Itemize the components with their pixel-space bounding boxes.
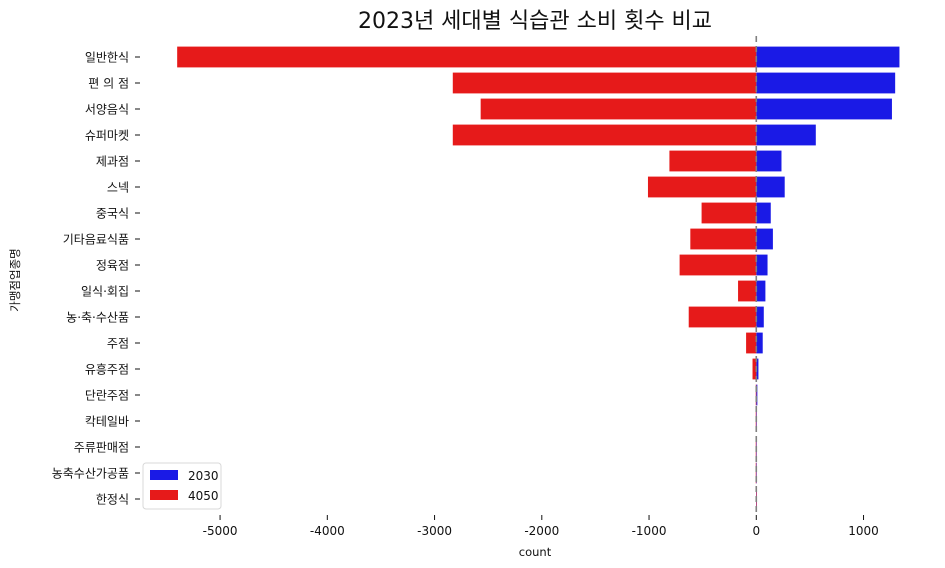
- chart-title: 2023년 세대별 식습관 소비 횟수 비교: [358, 9, 712, 34]
- bar-2030-17: [756, 462, 757, 484]
- bar-2030-13: [756, 358, 759, 380]
- y-tick-label: 제과점: [96, 155, 129, 169]
- bar-4050-10: [738, 280, 757, 302]
- x-tick-label: -2000: [524, 524, 559, 538]
- legend-swatch-4050: [150, 490, 178, 500]
- x-tick-label: -4000: [310, 524, 345, 538]
- bar-4050-17: [755, 462, 757, 484]
- bar-4050-1: [177, 46, 757, 68]
- x-tick-label: 0: [752, 524, 760, 538]
- bar-4050-14: [755, 384, 757, 406]
- legend-label-2030: 2030: [188, 469, 219, 483]
- bar-4050-7: [701, 202, 757, 224]
- y-axis-label: 가맹점업종명: [8, 248, 22, 311]
- y-tick-label: 기타음료식품: [63, 233, 129, 247]
- y-tick-label: 유흥주점: [85, 363, 129, 377]
- y-tick-label: 편 의 점: [88, 77, 129, 91]
- y-tick-label: 정육점: [96, 259, 129, 273]
- legend-swatch-2030: [150, 470, 178, 480]
- bar-2030-9: [756, 254, 768, 276]
- bar-4050-5: [669, 150, 757, 172]
- bar-4050-13: [752, 358, 757, 380]
- bar-2030-11: [756, 306, 764, 328]
- bar-2030-4: [756, 124, 816, 146]
- x-tick-label: 1000: [848, 524, 879, 538]
- y-tick-label: 주류판매점: [74, 441, 129, 455]
- y-tick-label: 중국식: [96, 207, 129, 221]
- legend-label-4050: 4050: [188, 489, 219, 503]
- bar-2030-7: [756, 202, 771, 224]
- bar-2030-12: [756, 332, 763, 354]
- bar-2030-6: [756, 176, 785, 198]
- bar-2030-1: [756, 46, 900, 68]
- bar-4050-12: [746, 332, 757, 354]
- y-tick-label: 칵테일바: [85, 415, 129, 429]
- bar-2030-2: [756, 72, 896, 94]
- bar-4050-4: [452, 124, 757, 146]
- bar-4050-9: [679, 254, 757, 276]
- bar-4050-3: [480, 98, 757, 120]
- bars-group: [177, 46, 900, 510]
- y-tick-label: 주점: [107, 337, 129, 351]
- bar-4050-2: [452, 72, 757, 94]
- bar-4050-8: [690, 228, 757, 250]
- y-tick-label: 슈퍼마켓: [85, 129, 129, 143]
- x-tick-label: -5000: [203, 524, 238, 538]
- x-axis-label: count: [519, 545, 552, 559]
- bar-2030-10: [756, 280, 766, 302]
- x-tick-label: -3000: [417, 524, 452, 538]
- bar-2030-14: [756, 384, 758, 406]
- bar-4050-11: [688, 306, 757, 328]
- y-tick-label: 일식·회집: [81, 285, 129, 299]
- bar-2030-8: [756, 228, 773, 250]
- y-tick-label: 한정식: [96, 493, 129, 507]
- legend: 2030 4050: [142, 462, 222, 510]
- bar-2030-5: [756, 150, 782, 172]
- y-tick-label: 농축수산가공품: [52, 467, 129, 481]
- y-tick-label: 일반한식: [85, 51, 129, 65]
- x-tick-label: -1000: [632, 524, 667, 538]
- x-axis: -5000 -4000 -3000 -2000 -1000 0 1000: [203, 515, 879, 538]
- y-tick-label: 서양음식: [85, 103, 129, 117]
- bar-4050-6: [647, 176, 757, 198]
- y-tick-label: 농·축·수산품: [66, 311, 129, 325]
- y-tick-label: 단란주점: [85, 389, 129, 403]
- y-tick-label: 스넥: [107, 181, 129, 195]
- bar-2030-3: [756, 98, 892, 120]
